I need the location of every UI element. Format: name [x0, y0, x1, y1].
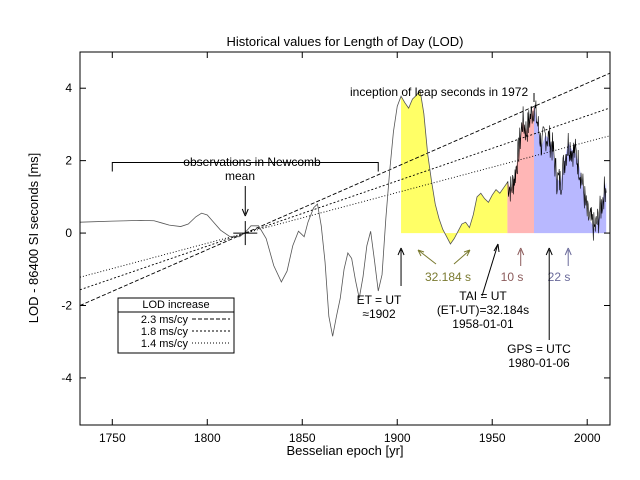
newcomb-arrowhead — [241, 208, 249, 217]
et-ut-arrowhead — [397, 247, 405, 256]
newcomb-bracket — [111, 161, 379, 172]
newcomb-label-line1: observations in Newcomb — [183, 155, 321, 169]
tai-label-line2: (ET-UT)=32.184s — [437, 303, 529, 317]
trend-line — [79, 107, 611, 291]
y-tick-label: 0 — [65, 226, 72, 240]
plot-frame — [79, 51, 611, 426]
y-tick-label: -4 — [61, 371, 72, 385]
s10-arrowhead — [517, 247, 525, 256]
y-tick-label: 2 — [65, 154, 72, 168]
et-ut-label-line2: ≈1902 — [362, 307, 396, 321]
annotations: observations in Newcomb mean inception o… — [111, 85, 572, 370]
region-yellow — [401, 90, 508, 244]
gps-label-line1: GPS = UTC — [507, 342, 571, 356]
s32-arrows — [417, 249, 471, 265]
legend: LOD increase 2.3 ms/cy 1.8 ms/cy 1.4 ms/… — [117, 297, 235, 354]
tai-label-line3: 1958-01-01 — [452, 317, 514, 331]
tai-arrowhead — [493, 243, 500, 253]
chart-title: Historical values for Length of Day (LOD… — [227, 34, 464, 49]
shaded-regions — [401, 90, 607, 244]
tai-label-line1: TAI = UT — [459, 289, 507, 303]
legend-box — [117, 297, 235, 354]
x-tick-label: 2000 — [574, 431, 601, 445]
y-tick-label: 4 — [65, 81, 72, 95]
x-tick-label: 1900 — [384, 431, 411, 445]
data-series — [79, 88, 607, 337]
tai-arrow — [481, 243, 499, 297]
lod-series-line — [79, 88, 508, 337]
region-blue — [534, 106, 607, 234]
trend-lines — [79, 72, 611, 306]
s22-arrowhead — [564, 247, 572, 256]
x-tick-label: 1950 — [479, 431, 506, 445]
x-axis-label: Besselian epoch [yr] — [286, 443, 403, 458]
x-tick-label: 1750 — [99, 431, 126, 445]
legend-entry-label: 1.4 ms/cy — [141, 338, 189, 350]
s22-label: 22 s — [548, 270, 571, 284]
newcomb-cross-mark — [233, 221, 258, 246]
gps-arrowhead — [545, 247, 553, 256]
newcomb-label-line2: mean — [225, 169, 255, 183]
x-tick-label: 1850 — [289, 431, 316, 445]
et-ut-label-line1: ET = UT — [357, 293, 402, 307]
y-axis-label: LOD - 86400 SI seconds [ms] — [26, 153, 41, 324]
s32-label: 32.184 s — [425, 270, 471, 284]
legend-title: LOD increase — [142, 299, 209, 311]
legend-entry-label: 2.3 ms/cy — [141, 314, 189, 326]
s10-label: 10 s — [501, 270, 524, 284]
measured-series-line — [507, 100, 607, 241]
y-tick-label: -2 — [61, 298, 72, 312]
legend-entry-label: 1.8 ms/cy — [141, 326, 189, 338]
leap-seconds-label: inception of leap seconds in 1972 — [350, 85, 528, 99]
y-axis-ticks: -4 -2 0 2 4 — [61, 81, 610, 385]
x-axis-ticks: 1750 1800 1850 1900 1950 2000 — [99, 52, 601, 445]
gps-label-line2: 1980-01-06 — [508, 356, 570, 370]
x-tick-label: 1800 — [194, 431, 221, 445]
trend-line — [79, 72, 611, 306]
